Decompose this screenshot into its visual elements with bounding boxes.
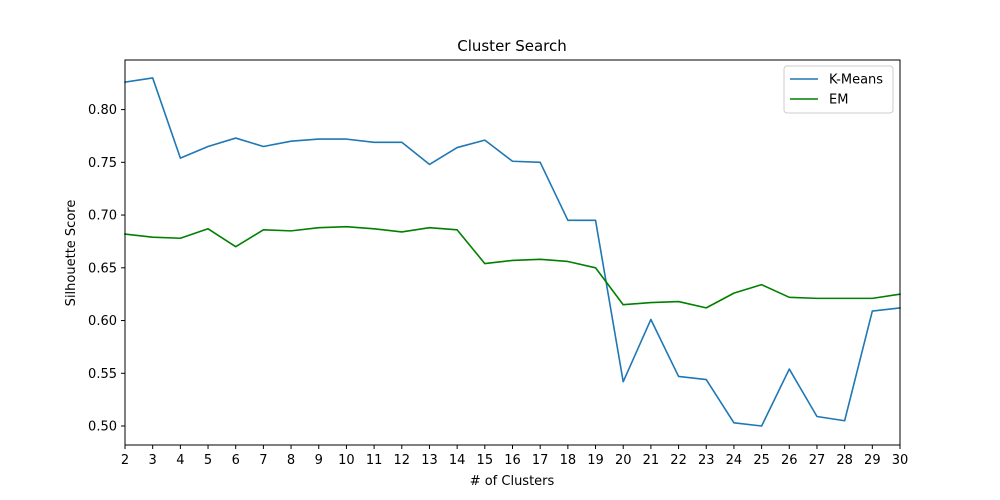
x-tick-label: 19 (587, 453, 604, 468)
x-tick-label: 13 (421, 453, 438, 468)
x-tick-label: 6 (232, 453, 240, 468)
x-tick-label: 24 (726, 453, 743, 468)
x-tick-label: 16 (504, 453, 521, 468)
x-tick-label: 15 (477, 453, 494, 468)
y-tick-label: 0.50 (88, 420, 117, 435)
y-tick-label: 0.70 (88, 209, 117, 224)
x-tick-label: 10 (338, 453, 355, 468)
x-tick-label: 29 (864, 453, 881, 468)
x-tick-label: 7 (259, 453, 267, 468)
x-tick-label: 11 (366, 453, 383, 468)
y-tick-label: 0.80 (88, 103, 117, 118)
series-line-k-means (124, 77, 901, 427)
x-tick-label: 4 (176, 453, 184, 468)
x-tick-label: 17 (532, 453, 549, 468)
y-tick-label: 0.55 (88, 367, 117, 382)
y-axis-label: Silhouette Score (64, 200, 79, 307)
x-tick-label: 18 (560, 453, 577, 468)
x-tick-label: 2 (121, 453, 129, 468)
series-line-em (124, 225, 901, 309)
x-tick-label: 21 (643, 453, 660, 468)
legend-box (783, 65, 894, 114)
x-tick-label: 22 (670, 453, 687, 468)
legend: K-Means EM (783, 65, 894, 114)
x-tick-label: 20 (615, 453, 632, 468)
x-tick-label: 27 (809, 453, 826, 468)
y-tick-label: 0.60 (88, 314, 117, 329)
y-tick-label: 0.75 (88, 156, 117, 171)
x-tick-label: 9 (315, 453, 323, 468)
x-tick-label: 30 (892, 453, 909, 468)
x-tick-label: 12 (394, 453, 411, 468)
y-tick-label: 0.65 (88, 261, 117, 276)
x-tick-label: 8 (287, 453, 295, 468)
x-tick-label: 28 (836, 453, 853, 468)
chart-title: Cluster Search (457, 37, 567, 55)
legend-label-k-means: K-Means (829, 73, 883, 88)
x-axis-label: # of Clusters (470, 474, 555, 489)
x-tick-label: 14 (449, 453, 466, 468)
x-tick-label: 3 (149, 453, 157, 468)
x-tick-label: 26 (781, 453, 798, 468)
x-tick-label: 25 (753, 453, 770, 468)
x-tick-label: 23 (698, 453, 715, 468)
legend-label-em: EM (829, 93, 848, 108)
plot-area: 2 3 4 5 6 7 8 9 10 11 12 13 14 15 16 17 18 19 20 21 22 23 24 25… (88, 59, 909, 468)
x-tick-label: 5 (204, 453, 212, 468)
